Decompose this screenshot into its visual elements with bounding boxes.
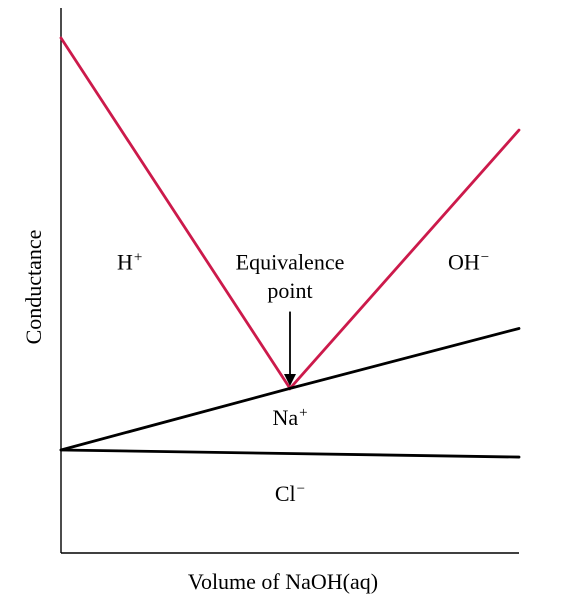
- cl-label: Cl−: [275, 481, 305, 506]
- cl-label-superscript: −: [297, 481, 305, 497]
- oh-label-superscript: −: [481, 250, 489, 266]
- equivalence-line-1: Equivalence: [236, 250, 345, 275]
- oh-label: OH−: [448, 250, 489, 275]
- h-label-superscript: +: [134, 250, 142, 266]
- oh-label-base: OH: [448, 250, 480, 275]
- y-axis-label: Conductance: [21, 230, 46, 345]
- cl-label-base: Cl: [275, 481, 296, 506]
- na-label-base: Na: [272, 405, 298, 430]
- na-label-superscript: +: [299, 405, 307, 421]
- equivalence-line-2: point: [267, 278, 312, 303]
- na-series-line: [59, 327, 521, 452]
- x-axis-label: Volume of NaOH(aq): [188, 569, 378, 594]
- h-label: H+: [117, 250, 142, 275]
- series-layer: [59, 36, 521, 459]
- cl-series-line: [59, 448, 521, 459]
- na-label: Na+: [272, 405, 307, 430]
- h-label-base: H: [117, 250, 133, 275]
